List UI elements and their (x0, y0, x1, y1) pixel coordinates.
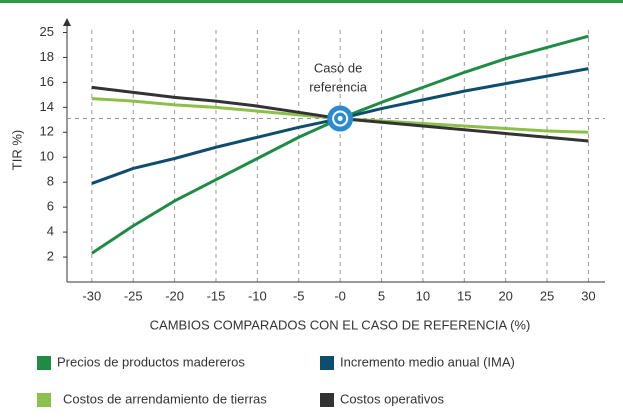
top-bar (0, 0, 623, 3)
legend-label: Costos operativos (340, 391, 445, 406)
reference-dot (337, 116, 343, 122)
legend-swatch (37, 393, 51, 407)
legend-label: Costos de arrendamiento de tierras (63, 391, 267, 406)
reference-ring (332, 110, 349, 127)
x-tick-label: 30 (581, 288, 595, 303)
annotation: Caso de (314, 60, 362, 75)
x-tick-label: -10 (248, 288, 267, 303)
y-axis-label: TIR %) (9, 130, 24, 170)
y-tick-label: 4 (47, 224, 54, 239)
y-tick-label: 14 (40, 99, 54, 114)
legend-swatch (320, 356, 334, 370)
x-tick-label: -30 (82, 288, 101, 303)
y-tick-label: 8 (47, 174, 54, 189)
y-tick-label: 12 (40, 124, 54, 139)
legend-swatch (37, 356, 51, 370)
legend-label: Precios de productos madereros (57, 354, 245, 369)
y-tick-label: 25 (40, 24, 54, 39)
x-tick-label: -15 (207, 288, 226, 303)
x-tick-label: -0 (334, 288, 346, 303)
y-tick-label: 10 (40, 149, 54, 164)
y-tick-label: 18 (40, 49, 54, 64)
x-tick-label: 20 (498, 288, 512, 303)
y-axis-arrow (63, 18, 71, 26)
x-tick-label: -20 (165, 288, 184, 303)
y-tick-label: 16 (40, 74, 54, 89)
x-tick-label: 10 (416, 288, 430, 303)
x-axis-label: CAMBIOS COMPARADOS CON EL CASO DE REFERE… (150, 317, 531, 332)
annotation: referencia (309, 79, 368, 94)
x-tick-label: -25 (124, 288, 143, 303)
x-tick-label: 15 (457, 288, 471, 303)
legend-label: Incremento medio anual (IMA) (340, 354, 515, 369)
y-tick-label: 2 (47, 248, 54, 263)
x-tick-label: 5 (378, 288, 385, 303)
y-tick-label: 6 (47, 199, 54, 214)
x-tick-label: 25 (540, 288, 554, 303)
x-tick-label: -5 (293, 288, 305, 303)
legend-swatch (320, 393, 334, 407)
